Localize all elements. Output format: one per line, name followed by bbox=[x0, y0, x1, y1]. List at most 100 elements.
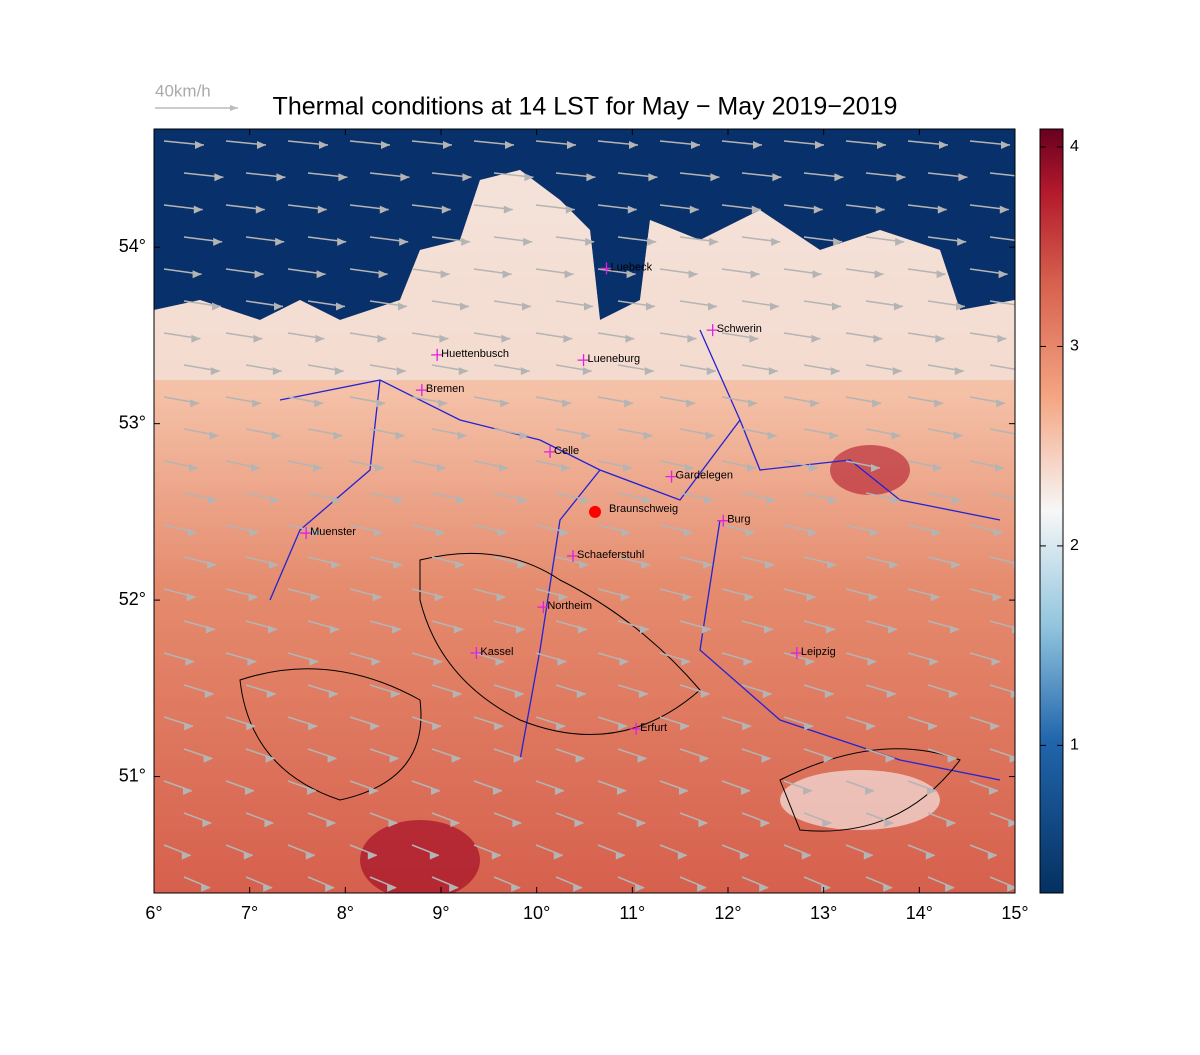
wind-arrowhead bbox=[276, 173, 286, 182]
wind-arrowhead bbox=[935, 334, 945, 343]
wind-arrowhead bbox=[681, 657, 691, 666]
wind-arrowhead bbox=[396, 367, 406, 376]
wind-arrowhead bbox=[522, 302, 531, 311]
wind-arrowhead bbox=[990, 722, 1000, 731]
wind-arrowhead bbox=[567, 141, 576, 149]
wind-arrowhead bbox=[646, 302, 655, 311]
city-label: Burg bbox=[727, 514, 750, 526]
wind-arrowhead bbox=[257, 141, 266, 149]
wind-arrowhead bbox=[928, 722, 938, 731]
wind-arrowhead bbox=[513, 754, 523, 763]
wind-arrowhead bbox=[207, 560, 217, 569]
wind-arrowhead bbox=[579, 560, 589, 569]
wind-arrowhead bbox=[946, 819, 956, 828]
wind-arrowhead bbox=[190, 399, 200, 408]
wind-arrowhead bbox=[432, 722, 442, 731]
wind-arrowhead bbox=[871, 464, 880, 472]
wind-arrowhead bbox=[268, 625, 277, 634]
wind-arrow bbox=[989, 620, 1015, 629]
wind-arrowhead bbox=[249, 528, 259, 537]
wind-arrowhead bbox=[209, 431, 219, 440]
wind-arrowhead bbox=[884, 819, 894, 828]
wind-arrowhead bbox=[874, 270, 884, 279]
wind-arrowhead bbox=[709, 237, 719, 246]
wind-arrowhead bbox=[313, 464, 322, 472]
wind-arrowhead bbox=[691, 141, 700, 149]
wind-arrowhead bbox=[635, 883, 645, 892]
wind-arrowhead bbox=[201, 883, 211, 892]
wind-arrowhead bbox=[181, 851, 191, 860]
wind-arrowhead bbox=[1018, 303, 1027, 311]
colorbar-tick-label: 3 bbox=[1070, 338, 1079, 355]
x-tick-label: 13° bbox=[810, 903, 837, 923]
wind-arrowhead bbox=[992, 593, 1002, 602]
wind-arrowhead bbox=[183, 787, 192, 795]
wind-arrowhead bbox=[830, 367, 840, 376]
wind-arrowhead bbox=[875, 205, 885, 214]
wind-arrowhead bbox=[760, 819, 770, 828]
wind-arrowhead bbox=[325, 883, 335, 892]
wind-arrowhead bbox=[1001, 141, 1010, 149]
wind-arrowhead bbox=[710, 173, 720, 182]
wind-arrowhead bbox=[1014, 496, 1015, 505]
wind-arrowhead bbox=[326, 819, 336, 828]
wind-arrowhead bbox=[954, 367, 964, 376]
wind-arrowhead bbox=[801, 851, 811, 860]
wind-arrowhead bbox=[452, 690, 462, 699]
wind-arrowhead bbox=[270, 496, 280, 505]
wind-arrowhead bbox=[379, 205, 389, 214]
wind-arrowhead bbox=[456, 496, 466, 505]
wind-arrowhead bbox=[450, 819, 460, 828]
wind-arrowhead bbox=[398, 302, 407, 311]
wind-arrowhead bbox=[993, 528, 1003, 537]
wind-arrowhead bbox=[823, 754, 833, 763]
city-marker bbox=[717, 514, 730, 527]
wind-arrowhead bbox=[517, 560, 527, 569]
wind-arrowhead bbox=[317, 205, 327, 214]
wind-arrowhead bbox=[705, 431, 715, 440]
wind-arrowhead bbox=[378, 270, 388, 279]
wind-arrowhead bbox=[744, 593, 754, 602]
wind-arrowhead bbox=[1019, 238, 1028, 246]
wind-arrowhead bbox=[834, 173, 844, 182]
wind-arrowhead bbox=[399, 237, 409, 246]
wind-arrowhead bbox=[556, 722, 566, 731]
wind-arrowhead bbox=[580, 496, 590, 505]
city-marker bbox=[470, 647, 483, 660]
wind-arrowhead bbox=[896, 173, 906, 182]
wind-arrowhead bbox=[440, 270, 450, 279]
wind-arrowhead bbox=[193, 205, 203, 214]
wind-arrowhead bbox=[890, 496, 900, 505]
wind-arrowhead bbox=[617, 787, 626, 795]
x-tick-label: 14° bbox=[906, 903, 933, 923]
wind-arrowhead bbox=[629, 141, 638, 149]
wind-arrowhead bbox=[998, 270, 1008, 279]
wind-arrowhead bbox=[439, 334, 449, 343]
city-label: Schwerin bbox=[717, 323, 762, 335]
wind-arrowhead bbox=[700, 690, 710, 699]
wind-arrowhead bbox=[563, 334, 573, 343]
wind-arrowhead bbox=[750, 270, 760, 279]
wind-arrowhead bbox=[873, 334, 883, 343]
wind-arrowhead bbox=[815, 141, 824, 149]
wind-arrowhead bbox=[438, 399, 448, 408]
city-label: Erfurt bbox=[640, 722, 667, 734]
wind-arrowhead bbox=[247, 657, 257, 666]
wind-arrowhead bbox=[557, 657, 567, 666]
wind-arrowhead bbox=[564, 270, 574, 279]
wind-arrowhead bbox=[766, 496, 776, 505]
wind-arrowhead bbox=[523, 237, 533, 246]
wind-arrowhead bbox=[263, 883, 273, 892]
wind-arrowhead bbox=[764, 625, 773, 634]
wind-arrowhead bbox=[698, 819, 708, 828]
wind-arrowhead bbox=[578, 625, 587, 634]
wind-arrowhead bbox=[185, 657, 195, 666]
city-marker bbox=[706, 324, 719, 337]
wind-arrow bbox=[989, 428, 1015, 435]
wind-arrowhead bbox=[624, 399, 634, 408]
wind-arrowhead bbox=[314, 399, 324, 408]
wind-arrowhead bbox=[252, 399, 262, 408]
wind-arrowhead bbox=[499, 464, 508, 472]
wind-arrowhead bbox=[373, 528, 383, 537]
wind-arrowhead bbox=[204, 690, 214, 699]
